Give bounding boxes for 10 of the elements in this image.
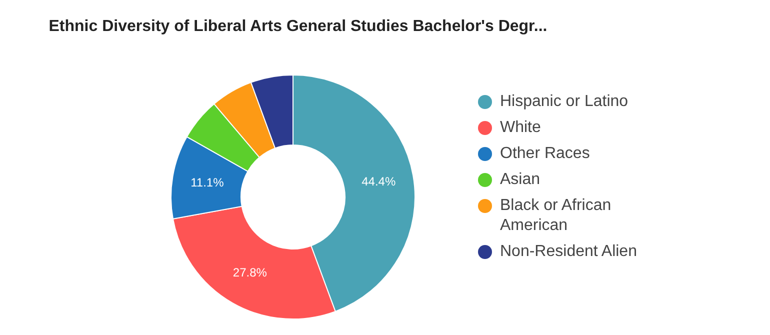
chart-title: Ethnic Diversity of Liberal Arts General Studies Bachelor's Degr... [48, 18, 548, 36]
legend-label: White [500, 118, 542, 138]
legend-label: Black or African American [500, 196, 612, 236]
legend-label: Non-Resident Alien [500, 242, 638, 262]
legend-label: Hispanic or Latino [500, 92, 630, 112]
legend-label: Other Races [500, 144, 591, 164]
data-label: 11.1% [190, 175, 224, 190]
data-label: 27.8% [232, 266, 268, 280]
data-label: 44.4% [362, 174, 396, 189]
legend-label: Asian [500, 170, 542, 190]
